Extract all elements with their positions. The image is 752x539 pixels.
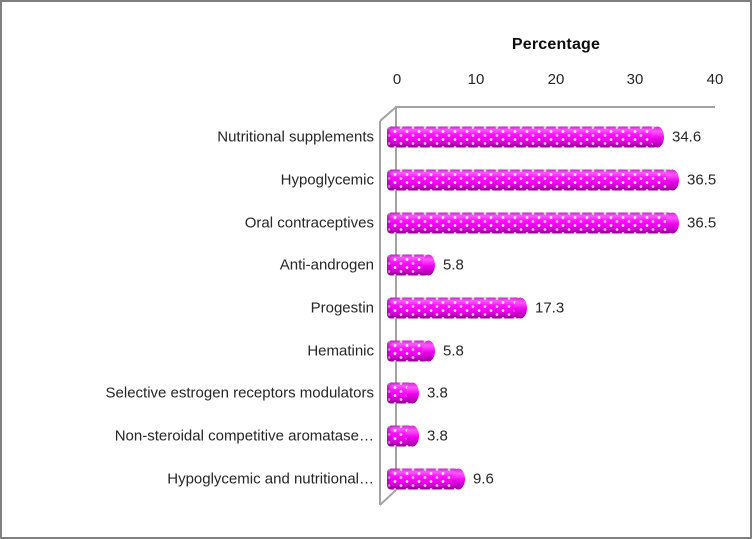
category-label: Hematinic	[307, 342, 374, 360]
category-label: Progestin	[310, 299, 374, 317]
bar[interactable]	[387, 382, 419, 404]
category-label: Non-steroidal competitive aromatase…	[114, 427, 374, 445]
bar-row: Nutritional supplements 34.6	[2, 116, 750, 159]
category-label: Nutritional supplements	[217, 128, 374, 146]
value-label: 36.5	[687, 171, 717, 189]
bar[interactable]	[387, 468, 465, 490]
x-tick-0: 0	[392, 71, 402, 88]
value-label: 3.8	[427, 427, 448, 445]
category-label: Hypoglycemic and nutritional…	[167, 470, 374, 488]
value-label: 36.5	[687, 214, 717, 232]
bar-row: Progestin 17.3	[2, 287, 750, 330]
axis-title: Percentage	[511, 36, 601, 53]
bar[interactable]	[387, 254, 435, 276]
value-label: 34.6	[672, 128, 702, 146]
bar-row: Selective estrogen receptors modulators …	[2, 372, 750, 415]
category-label: Hypoglycemic	[280, 171, 374, 189]
bar-row: Anti-androgen 5.8	[2, 244, 750, 287]
bar-row: Hypoglycemic and nutritional… 9.6	[2, 457, 750, 500]
value-label: 5.8	[443, 256, 464, 274]
x-tick-30: 30	[626, 71, 644, 88]
bar-row: Hematinic 5.8	[2, 329, 750, 372]
bar[interactable]	[387, 340, 435, 362]
x-tick-10: 10	[467, 71, 485, 88]
plot-area: Nutritional supplements 34.6 Hypoglycemi…	[2, 116, 750, 500]
bar[interactable]	[387, 212, 679, 234]
x-tick-40: 40	[706, 71, 724, 88]
x-tick-20: 20	[547, 71, 565, 88]
bar-row: Non-steroidal competitive aromatase… 3.8	[2, 415, 750, 458]
category-label: Oral contraceptives	[244, 214, 374, 232]
bar[interactable]	[387, 169, 679, 191]
bar-row: Hypoglycemic 36.5	[2, 159, 750, 202]
value-label: 3.8	[427, 384, 448, 402]
bar-row: Oral contraceptives 36.5	[2, 201, 750, 244]
value-label: 9.6	[473, 470, 494, 488]
value-label: 5.8	[443, 342, 464, 360]
bar[interactable]	[387, 425, 419, 447]
value-label: 17.3	[535, 299, 565, 317]
bar[interactable]	[387, 126, 664, 148]
bar[interactable]	[387, 297, 527, 319]
category-label: Anti-androgen	[279, 256, 374, 274]
category-label: Selective estrogen receptors modulators	[105, 384, 374, 402]
